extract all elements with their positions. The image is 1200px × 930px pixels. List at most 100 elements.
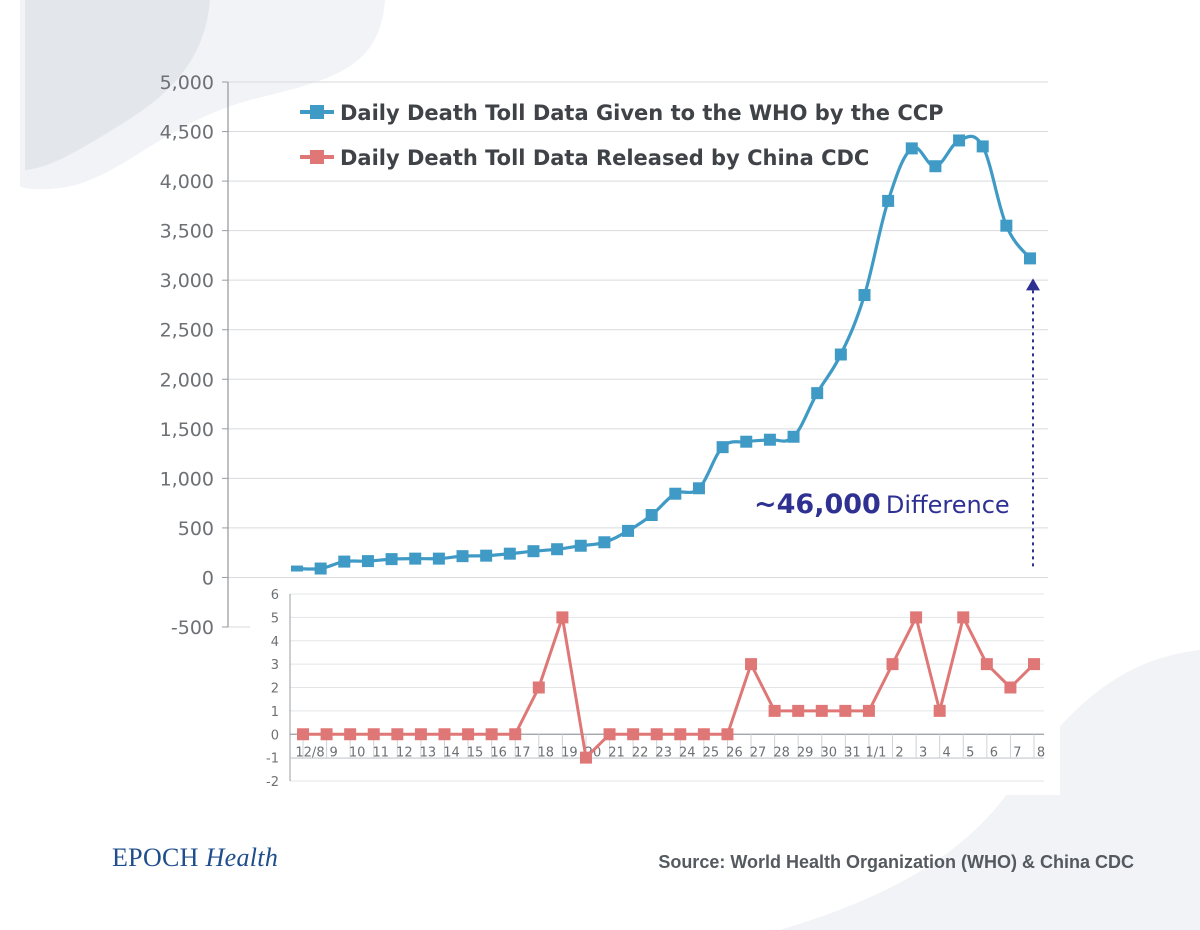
difference-arrowhead	[1026, 278, 1040, 291]
who-series-point	[361, 555, 374, 568]
cdc-series-point	[367, 728, 380, 741]
cdc-series-point	[980, 658, 993, 671]
bottom-y-tick-label: 6	[271, 588, 279, 603]
top-y-tick-label: 5,000	[160, 72, 214, 94]
top-y-tick-label: 500	[178, 518, 214, 540]
cdc-series-point	[862, 704, 875, 717]
who-series-point	[622, 524, 635, 537]
who-series-point	[409, 552, 422, 565]
top-y-tick-label: 4,000	[160, 171, 214, 193]
bottom-x-tick-label: 6	[990, 745, 998, 760]
bottom-x-tick-label: 17	[514, 745, 531, 760]
top-y-tick-label: 3,000	[160, 270, 214, 292]
cdc-series-point	[509, 728, 522, 741]
legend-label: Daily Death Toll Data Released by China …	[340, 146, 869, 170]
bottom-y-tick-label: 3	[271, 658, 279, 673]
bottom-y-tick-label: 4	[271, 635, 279, 650]
top-y-tick-label: -500	[171, 617, 214, 639]
top-y-tick-label: 1,500	[160, 419, 214, 441]
cdc-series-point	[697, 728, 710, 741]
bottom-x-tick-label: 15	[467, 745, 484, 760]
top-chart: 5,000 4,500 4,000 3,500 3,000 2,500 2,000 1,500…	[160, 72, 1060, 795]
bottom-x-tick-label: 12/8	[295, 745, 324, 760]
bottom-x-tick-label: 5	[966, 745, 974, 760]
cdc-series-point	[462, 728, 475, 741]
bottom-x-tick-label: 12	[396, 745, 413, 760]
top-y-tick-label: 3,500	[160, 221, 214, 243]
bottom-x-tick-label: 14	[443, 745, 460, 760]
cdc-series-point	[627, 728, 640, 741]
cdc-series-point	[579, 751, 592, 764]
cdc-series-point	[957, 611, 970, 624]
who-series-point	[882, 194, 895, 207]
who-series-point	[976, 140, 989, 153]
cdc-series-point	[768, 704, 781, 717]
brand-logo: EPOCH Health	[112, 843, 278, 873]
difference-annotation: ~46,000 Difference	[754, 489, 1010, 520]
bottom-x-tick-label: 22	[632, 745, 649, 760]
who-series-point	[432, 552, 445, 565]
cdc-series-point	[650, 728, 663, 741]
who-series-point	[740, 435, 753, 448]
who-series-point	[1000, 219, 1013, 232]
bottom-y-tick-label: 5	[271, 611, 279, 626]
bottom-x-tick-label: 11	[372, 745, 389, 760]
who-series-point	[385, 553, 398, 566]
who-series-point	[291, 565, 303, 572]
bottom-x-tick-label: 2	[895, 745, 903, 760]
difference-number: ~46,000	[754, 489, 881, 520]
cdc-series-point	[721, 728, 734, 741]
bottom-x-tick-label: 4	[943, 745, 951, 760]
cdc-series-point	[532, 681, 545, 694]
who-series-point	[338, 555, 351, 568]
who-series-point	[314, 562, 327, 575]
bottom-y-tick-label: 1	[271, 705, 279, 720]
cdc-series-point	[674, 728, 687, 741]
who-series-point	[645, 509, 658, 522]
cdc-series-point	[839, 704, 852, 717]
cdc-series-point	[297, 728, 309, 741]
bottom-x-tick-label: 13	[420, 745, 437, 760]
cdc-series-point	[1028, 658, 1040, 671]
cdc-series-point	[556, 611, 569, 624]
cdc-series-point	[485, 728, 498, 741]
cdc-series-point	[391, 728, 404, 741]
who-series-point	[503, 547, 516, 560]
who-series-point	[929, 160, 942, 173]
brand-italic: Health	[205, 843, 279, 872]
who-series-point	[811, 387, 824, 400]
bottom-y-tick-label: -2	[266, 775, 279, 790]
legend-label: Daily Death Toll Data Given to the WHO b…	[340, 101, 944, 125]
bottom-x-tick-label: 10	[349, 745, 366, 760]
top-left-blob-inner	[25, 0, 210, 170]
bottom-x-tick-label: 24	[679, 745, 696, 760]
bottom-x-tick-label: 29	[797, 745, 814, 760]
cdc-series-point	[320, 728, 333, 741]
who-series-point	[480, 549, 493, 562]
cdc-series-point	[603, 728, 616, 741]
top-y-tick-label: 2,500	[160, 320, 214, 342]
cdc-series-point	[745, 658, 758, 671]
bottom-y-tick-label: 2	[271, 682, 279, 697]
top-y-tick-label: 4,500	[160, 122, 214, 144]
bottom-x-tick-label: 31	[844, 745, 861, 760]
bottom-x-tick-label: 7	[1013, 745, 1021, 760]
cdc-series-point	[815, 704, 828, 717]
bottom-x-tick-label: 8	[1037, 745, 1045, 760]
cdc-series-point	[792, 704, 805, 717]
who-series-point	[763, 433, 776, 446]
bottom-y-tick-label: -1	[266, 752, 279, 767]
who-series-point	[551, 543, 564, 556]
bottom-x-tick-label: 28	[773, 745, 790, 760]
cdc-series-point	[414, 728, 427, 741]
bottom-x-tick-label: 19	[561, 745, 578, 760]
who-series-point	[1024, 252, 1036, 265]
cdc-series-point	[438, 728, 451, 741]
bottom-x-tick-label: 26	[726, 745, 743, 760]
bottom-x-tick-label: 18	[538, 745, 555, 760]
who-series-point	[787, 430, 800, 443]
bottom-x-tick-label: 25	[703, 745, 720, 760]
bottom-right-blob	[780, 650, 1200, 930]
